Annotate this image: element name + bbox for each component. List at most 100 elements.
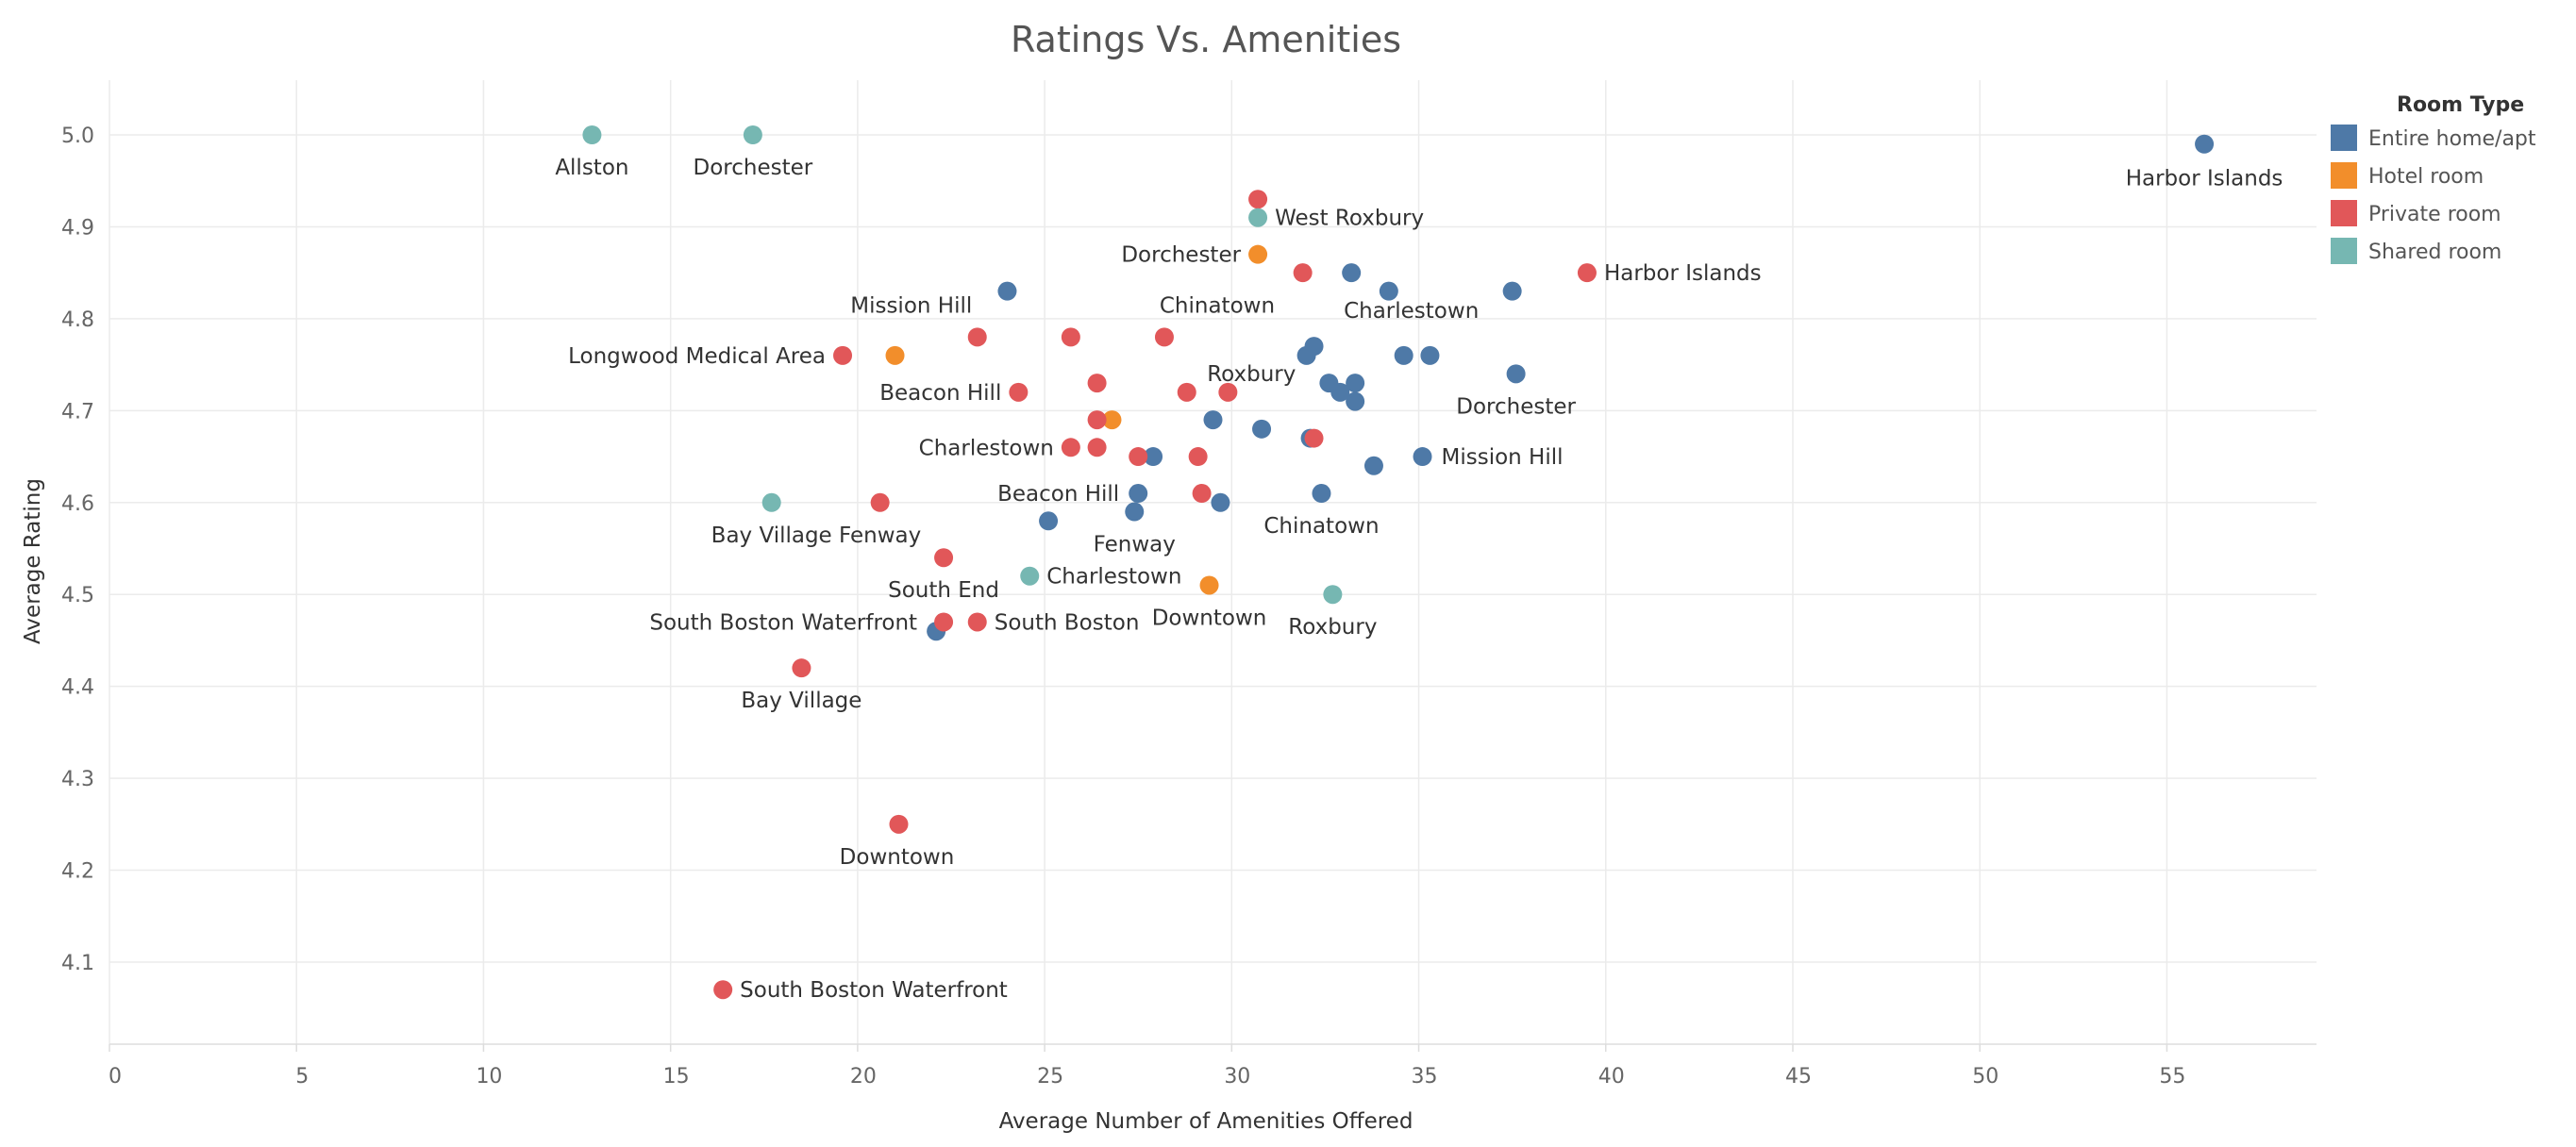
- data-point: [1203, 410, 1223, 430]
- data-point: [1087, 410, 1107, 430]
- data-point: [1087, 438, 1107, 457]
- point-label: South End: [888, 578, 999, 603]
- data-point: [967, 327, 987, 347]
- axis-layer: 0 5 10 15 20 25 30 35 40 45 50 55 4.1 4.2 4.3 4.4 4.5 4.6…: [61, 125, 2317, 1089]
- point-label: Bay Village: [741, 689, 861, 713]
- point-label: Harbor Islands: [2126, 167, 2283, 191]
- point-label: Downtown: [1152, 606, 1267, 630]
- chart-title: Ratings Vs. Amenities: [1011, 19, 1401, 60]
- y-tick-label: 4.4: [61, 676, 94, 700]
- point-label: Beacon Hill: [879, 381, 1001, 406]
- legend-entry-label: Hotel room: [2368, 165, 2484, 189]
- point-label: West Roxbury: [1275, 207, 1424, 231]
- data-point: [713, 980, 733, 1000]
- x-tick-label: 55: [2159, 1065, 2185, 1089]
- data-point: [1211, 492, 1230, 512]
- point-label: Roxbury: [1207, 362, 1296, 387]
- y-tick-label: 4.8: [61, 308, 94, 332]
- data-point: [1363, 456, 1383, 475]
- point-label: Mission Hill: [850, 293, 972, 318]
- x-tick-label: 30: [1224, 1065, 1250, 1089]
- data-point: [1192, 484, 1212, 504]
- data-point: [1379, 281, 1398, 301]
- point-label: Chinatown: [1160, 293, 1275, 318]
- data-point: [1129, 484, 1148, 504]
- x-tick-label: 15: [663, 1065, 690, 1089]
- data-point: [1061, 327, 1080, 347]
- data-point: [1323, 585, 1343, 605]
- data-point: [1346, 374, 1365, 393]
- data-point: [1248, 208, 1268, 227]
- data-point: [761, 492, 781, 512]
- point-label: Beacon Hill: [997, 482, 1119, 507]
- data-point: [1039, 511, 1059, 531]
- data-point: [1346, 391, 1365, 411]
- point-label: Charlestown: [919, 436, 1054, 460]
- legend-entry-label: Private room: [2368, 203, 2501, 226]
- x-tick-label: 50: [1972, 1065, 1999, 1089]
- point-layer: [582, 125, 2215, 1000]
- y-tick-label: 4.7: [61, 400, 94, 424]
- data-point: [1177, 382, 1196, 402]
- data-point: [1293, 263, 1313, 283]
- point-label: Downtown: [840, 845, 955, 870]
- data-point: [1502, 281, 1522, 301]
- data-point: [1199, 575, 1219, 595]
- data-point: [1413, 447, 1432, 467]
- point-label: Harbor Islands: [1604, 261, 1762, 286]
- data-point: [1087, 374, 1107, 393]
- point-label: Charlestown: [1046, 565, 1181, 590]
- data-point: [934, 612, 954, 632]
- x-tick-label: 45: [1785, 1065, 1812, 1089]
- data-point: [1061, 438, 1080, 457]
- y-tick-label: 4.3: [61, 768, 94, 791]
- point-label: Roxbury: [1288, 615, 1377, 640]
- y-tick-label: 4.9: [61, 216, 94, 240]
- data-point: [934, 548, 954, 568]
- point-label: Longwood Medical Area: [568, 344, 826, 369]
- point-label: Mission Hill: [1442, 445, 1564, 470]
- y-tick-label: 4.6: [61, 492, 94, 516]
- y-tick-label: 4.2: [61, 860, 94, 884]
- data-point: [1304, 428, 1324, 448]
- data-point: [1342, 263, 1362, 283]
- point-label: Fenway: [839, 524, 921, 548]
- data-point: [792, 658, 811, 678]
- data-point: [1102, 410, 1122, 430]
- data-point: [1312, 484, 1331, 504]
- legend-swatch: [2331, 238, 2357, 264]
- data-point: [582, 125, 602, 144]
- data-point: [1577, 263, 1597, 283]
- y-tick-label: 5.0: [61, 125, 94, 148]
- point-label: Charlestown: [1344, 299, 1479, 324]
- data-point: [1296, 345, 1316, 365]
- point-label: Dorchester: [1456, 394, 1576, 419]
- point-label: Bay Village: [711, 524, 832, 548]
- data-point: [1020, 566, 1040, 586]
- data-point: [997, 281, 1017, 301]
- data-point: [1125, 502, 1145, 522]
- legend-title: Room Type: [2397, 93, 2524, 117]
- x-tick-label: 10: [476, 1065, 502, 1089]
- point-label: Dorchester: [694, 156, 813, 180]
- data-point: [889, 814, 909, 834]
- point-label: South Boston: [995, 610, 1140, 635]
- data-point: [1009, 382, 1029, 402]
- data-point: [1248, 244, 1268, 264]
- data-point: [1144, 447, 1163, 467]
- x-tick-label: 0: [109, 1065, 122, 1089]
- data-point: [1506, 364, 1526, 384]
- data-point: [885, 345, 905, 365]
- y-tick-label: 4.5: [61, 584, 94, 607]
- data-point: [1330, 382, 1350, 402]
- legend-entry-label: Shared room: [2368, 241, 2501, 264]
- legend-swatch: [2331, 162, 2357, 189]
- y-axis-title: Average Rating: [21, 478, 45, 644]
- point-label-layer: Harbor Islands Charlestown Dorchester Roxbu…: [555, 156, 2283, 1003]
- x-tick-label: 25: [1037, 1065, 1063, 1089]
- data-point: [743, 125, 762, 144]
- data-point: [833, 345, 853, 365]
- data-point: [1394, 345, 1413, 365]
- data-point: [1420, 345, 1440, 365]
